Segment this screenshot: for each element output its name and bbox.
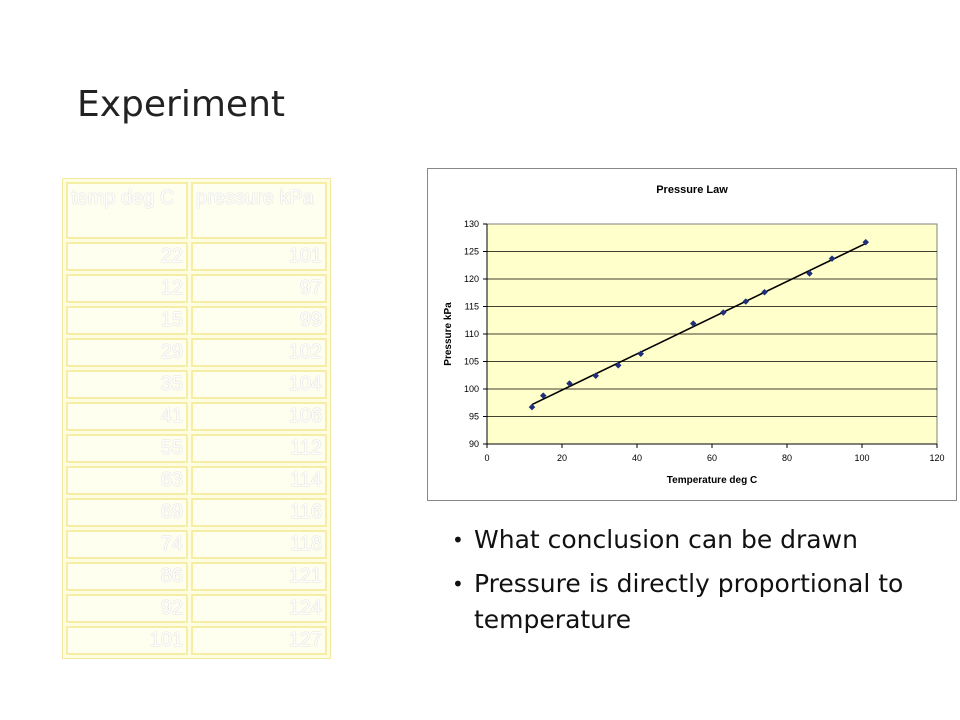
cell-temp: 41 — [66, 402, 188, 431]
table-row: 35 104 — [66, 370, 327, 399]
table-row: 63 114 — [66, 466, 327, 495]
table-row: 22 101 — [66, 242, 327, 271]
bullet-item-question: • What conclusion can be drawn — [452, 522, 952, 558]
data-point — [761, 288, 768, 296]
cell-temp: 92 — [66, 594, 188, 623]
data-point — [528, 403, 536, 411]
table-row: 55 112 — [66, 434, 327, 463]
cell-pressure: 97 — [191, 274, 327, 303]
y-axis-label: Pressure kPa — [443, 302, 454, 366]
cell-temp: 86 — [66, 562, 188, 591]
data-point — [742, 298, 750, 305]
trendline — [531, 242, 867, 406]
y-tick-label: 115 — [465, 302, 479, 312]
table-row: 86 121 — [66, 562, 327, 591]
y-tick-label: 90 — [469, 439, 479, 449]
y-tick-label: 100 — [464, 384, 479, 394]
cell-pressure: 116 — [191, 498, 327, 527]
bullet-icon: • — [452, 528, 464, 552]
table-row: 69 116 — [66, 498, 327, 527]
bullet-text: What conclusion can be drawn — [474, 525, 858, 554]
y-tick-label: 95 — [469, 412, 479, 422]
cell-pressure: 114 — [191, 466, 327, 495]
data-point — [614, 361, 622, 369]
x-tick-label: 120 — [929, 453, 944, 463]
data-point — [539, 392, 547, 399]
x-tick-label: 0 — [484, 453, 489, 463]
table-row: 41 106 — [66, 402, 327, 431]
cell-pressure: 106 — [191, 402, 327, 431]
bullet-list: • What conclusion can be drawn • Pressur… — [452, 522, 952, 646]
table-row: 12 97 — [66, 274, 327, 303]
bullet-text: Pressure is directly proportional to tem… — [474, 569, 904, 634]
slide-title: Experiment — [77, 84, 286, 125]
y-tick-label: 110 — [465, 329, 479, 339]
data-point — [862, 238, 870, 246]
data-point — [566, 380, 573, 387]
data-point — [828, 255, 836, 263]
x-tick-label: 100 — [854, 453, 869, 463]
data-point — [689, 320, 697, 327]
cell-temp: 35 — [66, 370, 188, 399]
cell-temp: 69 — [66, 498, 188, 527]
cell-temp: 74 — [66, 530, 188, 559]
x-tick-label: 40 — [632, 453, 642, 463]
cell-temp: 29 — [66, 338, 188, 367]
chart-svg: Pressure Law 90 95 100 105 110 115 120 125 130 0 20… — [443, 184, 945, 486]
table-row: 101 127 — [66, 626, 327, 655]
y-tick-label: 125 — [464, 247, 479, 257]
cell-pressure: 127 — [191, 626, 327, 655]
cell-temp: 15 — [66, 306, 188, 335]
bullet-item-answer: • Pressure is directly proportional to t… — [452, 566, 952, 638]
cell-pressure: 112 — [191, 434, 327, 463]
y-tick-label: 105 — [464, 357, 479, 367]
y-tick-label: 130 — [464, 219, 479, 229]
cell-pressure: 118 — [191, 530, 327, 559]
table-row: 15 99 — [66, 306, 327, 335]
cell-pressure: 99 — [191, 306, 327, 335]
cell-temp: 55 — [66, 434, 188, 463]
cell-pressure: 104 — [191, 370, 327, 399]
y-tick-label: 120 — [464, 274, 479, 284]
header-temp: temp deg C — [66, 182, 188, 239]
x-tick-label: 20 — [557, 453, 567, 463]
cell-pressure: 101 — [191, 242, 327, 271]
table-row: 74 118 — [66, 530, 327, 559]
x-axis-label: Temperature deg C — [667, 475, 757, 486]
cell-pressure: 124 — [191, 594, 327, 623]
x-tick-label: 60 — [707, 453, 717, 463]
data-point — [806, 270, 813, 277]
chart-title: Pressure Law — [656, 184, 728, 196]
cell-pressure: 102 — [191, 338, 327, 367]
table-row: 29 102 — [66, 338, 327, 367]
cell-temp: 101 — [66, 626, 188, 655]
cell-pressure: 121 — [191, 562, 327, 591]
data-point — [637, 350, 645, 358]
x-tick-label: 80 — [782, 453, 792, 463]
table-row: 92 124 — [66, 594, 327, 623]
cell-temp: 63 — [66, 466, 188, 495]
data-point — [719, 309, 727, 316]
cell-temp: 22 — [66, 242, 188, 271]
cell-temp: 12 — [66, 274, 188, 303]
pressure-chart: Pressure Law 90 95 100 105 110 115 120 125 130 0 20… — [427, 168, 957, 501]
header-pressure: pressure kPa — [191, 182, 327, 239]
data-point — [592, 372, 600, 380]
bullet-icon: • — [452, 572, 464, 596]
